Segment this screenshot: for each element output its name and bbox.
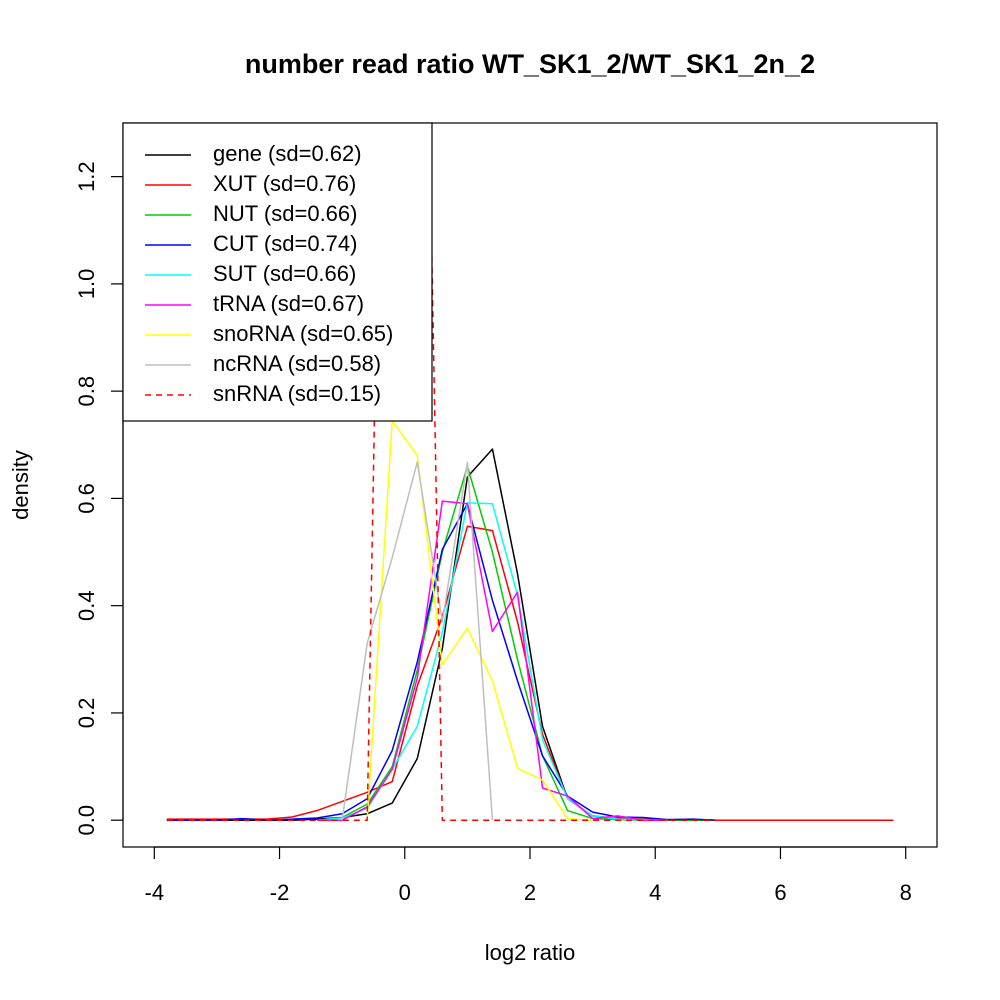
series-line-6 [366,419,593,821]
y-axis-label: density [8,450,33,520]
legend-entry: NUT (sd=0.66) [213,201,357,226]
x-tick-label: 2 [524,880,536,905]
x-tick-label: 0 [399,880,411,905]
legend-entry: snoRNA (sd=0.65) [213,321,393,346]
legend-entry: SUT (sd=0.66) [213,261,356,286]
x-tick-label: -2 [270,880,290,905]
series-line-8 [166,123,894,821]
series-line-5 [317,500,668,821]
legend-entry: XUT (sd=0.76) [213,171,356,196]
series-layer [166,123,894,821]
y-tick-label: 1.0 [74,269,99,300]
y-tick-label: 1.2 [74,161,99,192]
series-line-7 [341,461,494,821]
y-axis: 0.0 0.2 0.4 0.6 0.8 1.0 1.2 [74,161,124,836]
y-tick-label: 0.6 [74,483,99,514]
legend-entry: snRNA (sd=0.15) [213,381,381,406]
x-tick-label: 6 [774,880,786,905]
y-tick-label: 0.8 [74,376,99,407]
y-tick-label: 0.0 [74,805,99,836]
x-tick-label: -4 [145,880,165,905]
legend-entry: CUT (sd=0.74) [213,231,357,256]
x-axis: -4 -2 0 2 4 6 8 [145,846,912,905]
legend-entry: gene (sd=0.62) [213,141,362,166]
legend: gene (sd=0.62) XUT (sd=0.76) NUT (sd=0.66)… [122,122,433,422]
y-tick-label: 0.4 [74,590,99,621]
x-tick-label: 4 [649,880,661,905]
x-axis-label: log2 ratio [485,940,576,965]
chart-title: number read ratio WT_SK1_2/WT_SK1_2n_2 [245,49,815,79]
x-tick-label: 8 [900,880,912,905]
legend-entry: ncRNA (sd=0.58) [213,351,381,376]
y-tick-label: 0.2 [74,698,99,729]
legend-box [122,122,433,422]
legend-entry: tRNA (sd=0.67) [213,291,364,316]
